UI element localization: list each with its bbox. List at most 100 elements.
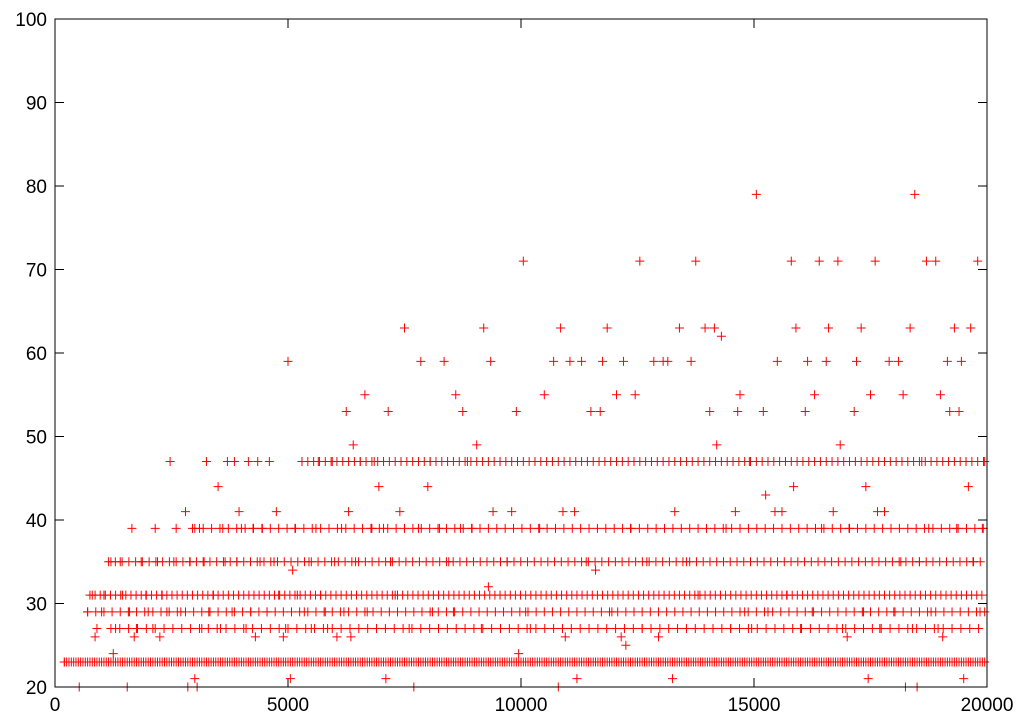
data-point bbox=[810, 390, 820, 400]
data-point bbox=[264, 457, 274, 467]
data-point bbox=[311, 607, 321, 617]
data-point bbox=[278, 632, 288, 642]
data-point bbox=[802, 523, 812, 533]
data-point bbox=[850, 624, 860, 634]
data-point bbox=[354, 624, 364, 634]
data-point bbox=[814, 256, 824, 266]
data-point bbox=[619, 624, 629, 634]
data-point bbox=[893, 356, 903, 366]
data-point bbox=[549, 624, 559, 634]
data-point bbox=[255, 557, 265, 567]
data-point bbox=[861, 482, 871, 492]
data-point bbox=[931, 256, 941, 266]
data-point bbox=[278, 607, 288, 617]
data-point bbox=[556, 323, 566, 333]
data-point bbox=[580, 607, 590, 617]
data-point bbox=[108, 649, 118, 659]
data-point bbox=[852, 356, 862, 366]
y-tick-label: 90 bbox=[26, 94, 47, 115]
data-point bbox=[859, 624, 869, 634]
data-point bbox=[678, 607, 688, 617]
data-point bbox=[413, 523, 423, 533]
data-point bbox=[963, 482, 973, 492]
data-point bbox=[635, 256, 645, 266]
data-point bbox=[911, 523, 921, 533]
data-point bbox=[642, 557, 652, 567]
data-point bbox=[910, 189, 920, 199]
data-point bbox=[455, 523, 465, 533]
data-point bbox=[592, 523, 602, 533]
data-point bbox=[681, 557, 691, 567]
data-point bbox=[977, 523, 987, 533]
data-point bbox=[323, 624, 333, 634]
data-point bbox=[952, 523, 962, 533]
data-point bbox=[670, 607, 680, 617]
data-point bbox=[980, 657, 990, 667]
data-point bbox=[352, 607, 362, 617]
data-point bbox=[626, 523, 636, 533]
data-point bbox=[556, 607, 566, 617]
data-point bbox=[906, 607, 916, 617]
data-point bbox=[186, 624, 196, 634]
data-point bbox=[628, 624, 638, 634]
data-point bbox=[444, 557, 454, 567]
data-point bbox=[165, 457, 175, 467]
x-tick-label: 10000 bbox=[495, 695, 548, 716]
data-point bbox=[933, 624, 943, 634]
data-point bbox=[97, 607, 107, 617]
data-point bbox=[99, 590, 109, 600]
data-point bbox=[327, 457, 337, 467]
data-point bbox=[726, 624, 736, 634]
data-point bbox=[490, 607, 500, 617]
data-point bbox=[968, 557, 978, 567]
data-point bbox=[814, 624, 824, 634]
data-point bbox=[141, 590, 151, 600]
data-point bbox=[823, 624, 833, 634]
data-point bbox=[355, 457, 365, 467]
data-point bbox=[256, 624, 266, 634]
data-point bbox=[509, 523, 519, 533]
data-point bbox=[769, 523, 779, 533]
data-point bbox=[346, 632, 356, 642]
data-point bbox=[207, 523, 217, 533]
data-point bbox=[351, 557, 361, 567]
data-point bbox=[525, 523, 535, 533]
data-point bbox=[789, 482, 799, 492]
data-point bbox=[400, 523, 409, 533]
data-point bbox=[390, 590, 400, 600]
data-point bbox=[629, 607, 639, 617]
data-point bbox=[479, 323, 489, 333]
data-point bbox=[735, 523, 745, 533]
data-point bbox=[674, 323, 684, 333]
data-point bbox=[265, 523, 275, 533]
data-point bbox=[324, 523, 334, 533]
data-points bbox=[59, 189, 990, 692]
data-point bbox=[836, 523, 846, 533]
data-point bbox=[171, 523, 181, 533]
data-point bbox=[681, 624, 691, 634]
data-point bbox=[213, 607, 223, 617]
data-point bbox=[330, 557, 340, 567]
data-point bbox=[379, 523, 389, 533]
data-point bbox=[337, 523, 347, 533]
data-point bbox=[609, 523, 619, 533]
data-point bbox=[400, 323, 409, 333]
data-point bbox=[332, 632, 342, 642]
data-point bbox=[234, 507, 244, 517]
data-point bbox=[903, 523, 913, 533]
data-point bbox=[404, 624, 414, 634]
data-point bbox=[362, 607, 372, 617]
data-point bbox=[691, 256, 701, 266]
data-point bbox=[439, 356, 449, 366]
data-point bbox=[241, 624, 251, 634]
data-point bbox=[265, 624, 275, 634]
data-point bbox=[955, 607, 965, 617]
data-point bbox=[547, 607, 557, 617]
data-point bbox=[662, 607, 672, 617]
data-point bbox=[157, 590, 167, 600]
data-point bbox=[472, 440, 482, 450]
data-point bbox=[663, 356, 673, 366]
data-point bbox=[177, 624, 187, 634]
data-point bbox=[914, 607, 924, 617]
data-point bbox=[796, 624, 806, 634]
